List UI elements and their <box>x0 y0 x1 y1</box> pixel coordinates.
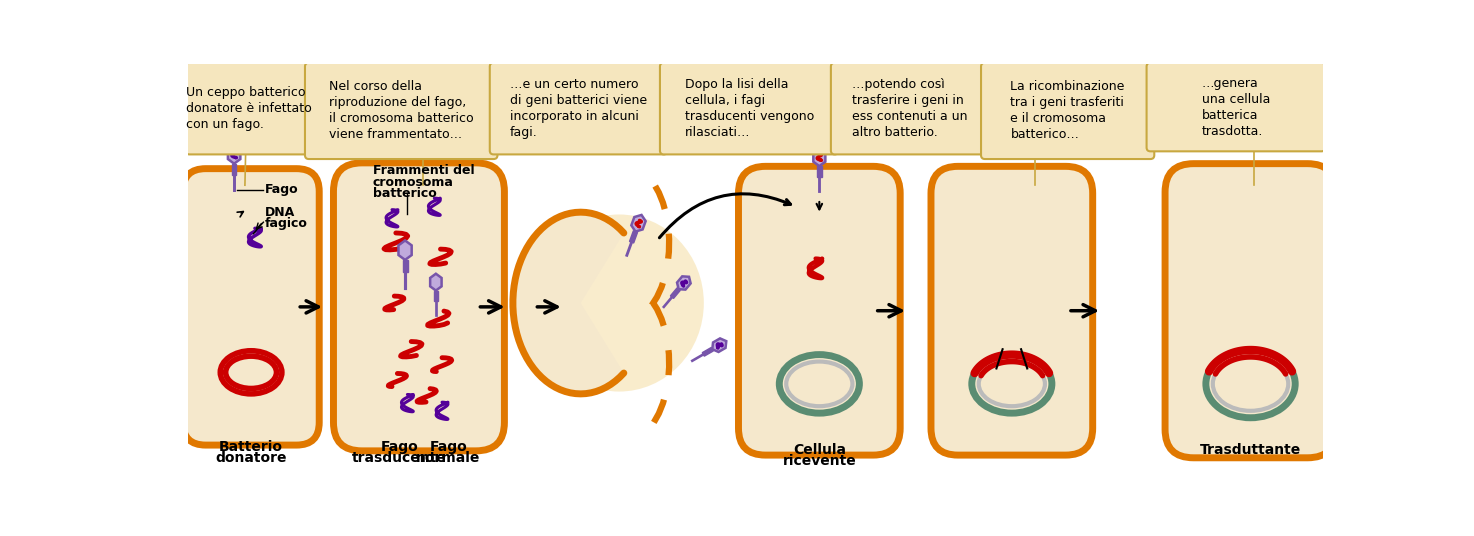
Text: DNA: DNA <box>265 206 295 219</box>
Text: …genera
una cellula
batterica
trasdotta.: …genera una cellula batterica trasdotta. <box>1201 77 1271 138</box>
Bar <box>231 163 236 175</box>
FancyBboxPatch shape <box>982 63 1154 159</box>
Text: Dopo la lisi della
cellula, i fagi
trasducenti vengono
rilasciati…: Dopo la lisi della cellula, i fagi trasd… <box>684 78 814 139</box>
Polygon shape <box>228 145 240 163</box>
Text: cromosoma: cromosoma <box>373 176 454 189</box>
Polygon shape <box>702 347 713 356</box>
FancyBboxPatch shape <box>932 166 1092 455</box>
Ellipse shape <box>535 214 705 392</box>
Text: Batterio: Batterio <box>220 440 283 454</box>
Text: fagico: fagico <box>265 217 308 230</box>
FancyBboxPatch shape <box>333 163 504 451</box>
Text: …potendo così
trasferire i geni in
ess contenuti a un
altro batterio.: …potendo così trasferire i geni in ess c… <box>852 78 967 139</box>
Text: batterico: batterico <box>373 187 436 200</box>
Text: donatore: donatore <box>215 451 287 465</box>
FancyBboxPatch shape <box>738 166 901 455</box>
Polygon shape <box>671 288 680 299</box>
FancyBboxPatch shape <box>489 63 668 154</box>
Text: Trasduttante: Trasduttante <box>1200 443 1302 457</box>
Ellipse shape <box>227 358 276 387</box>
Polygon shape <box>398 241 411 260</box>
FancyBboxPatch shape <box>183 169 320 445</box>
Text: Fago: Fago <box>380 440 419 454</box>
Polygon shape <box>677 277 691 289</box>
FancyBboxPatch shape <box>1147 63 1325 151</box>
Polygon shape <box>513 212 624 394</box>
Bar <box>433 291 438 301</box>
Text: La ricombinazione
tra i geni trasferiti
e il cromosoma
batterico…: La ricombinazione tra i geni trasferiti … <box>1011 80 1125 142</box>
Text: trasducente: trasducente <box>352 451 447 465</box>
Text: Cellula: Cellula <box>793 443 846 457</box>
Polygon shape <box>631 215 646 232</box>
FancyBboxPatch shape <box>831 63 989 154</box>
Text: ricevente: ricevente <box>783 454 856 468</box>
Polygon shape <box>814 148 825 166</box>
FancyBboxPatch shape <box>186 63 311 154</box>
Text: Fago: Fago <box>265 183 299 196</box>
Text: …e un certo numero
di geni batterici viene
incorporato in alcuni
fagi.: …e un certo numero di geni batterici vie… <box>510 78 647 139</box>
Polygon shape <box>430 274 442 291</box>
Polygon shape <box>712 338 727 352</box>
Text: Fago: Fago <box>429 440 467 454</box>
FancyBboxPatch shape <box>1164 163 1335 458</box>
FancyBboxPatch shape <box>305 63 497 159</box>
Bar <box>402 260 407 272</box>
Polygon shape <box>629 231 638 243</box>
Bar <box>817 166 821 177</box>
Text: normale: normale <box>416 451 481 465</box>
Text: Nel corso della
riproduzione del fago,
il cromosoma batterico
viene frammentato…: Nel corso della riproduzione del fago, i… <box>329 80 473 142</box>
Text: Frammenti del: Frammenti del <box>373 164 475 177</box>
FancyBboxPatch shape <box>660 63 839 154</box>
Text: Un ceppo batterico
donatore è infettato
con un fago.: Un ceppo batterico donatore è infettato … <box>186 86 311 131</box>
